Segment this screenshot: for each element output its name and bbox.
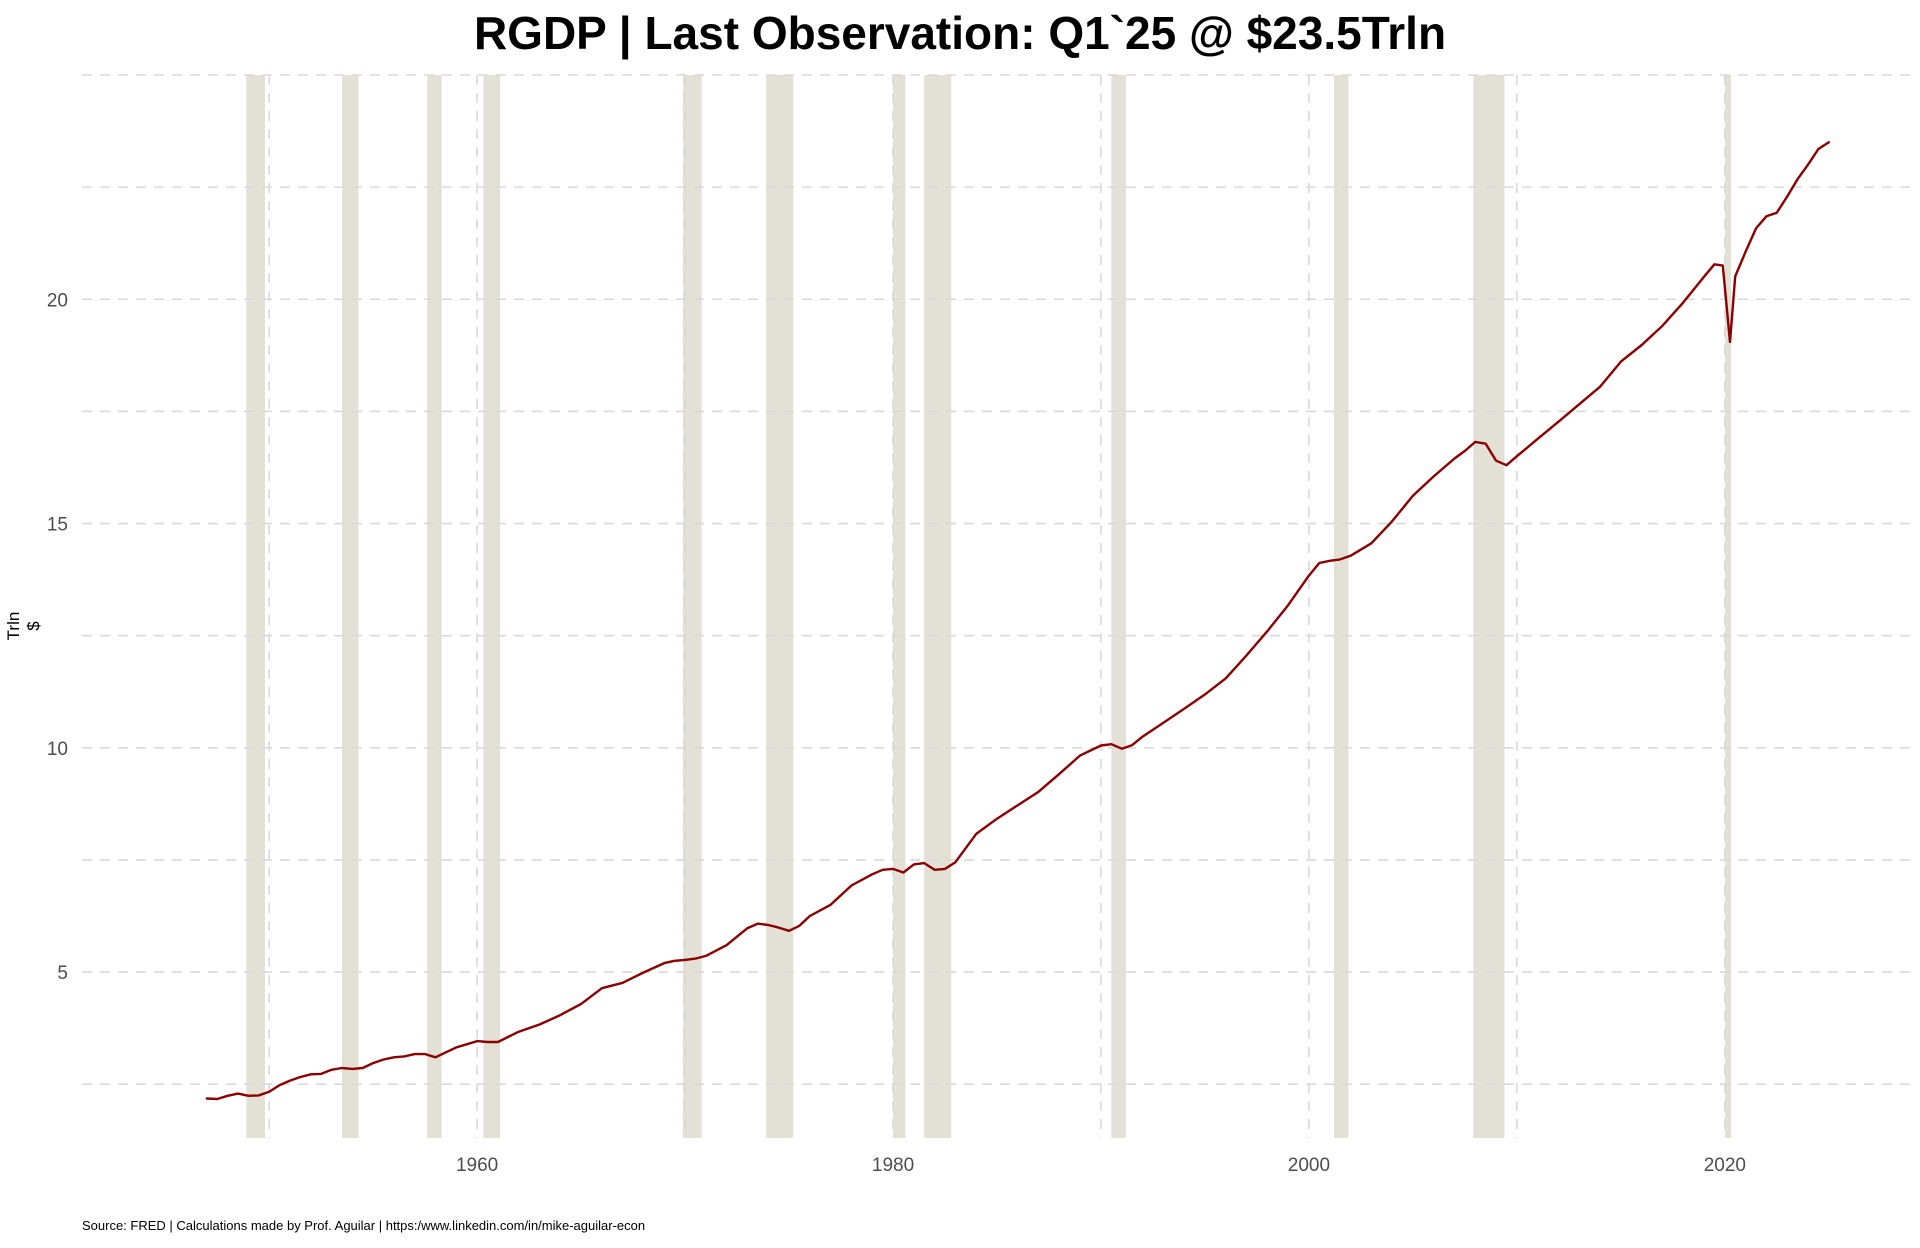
chart-title: RGDP | Last Observation: Q1`25 @ $23.5Tr… — [473, 7, 1447, 59]
series-line-layer — [205, 141, 1831, 1101]
x-tick-label-1: 1980 — [872, 1155, 914, 1176]
recession-band-6 — [893, 75, 906, 1138]
x-tick-label-2: 2000 — [1288, 1155, 1330, 1176]
tick-labels: 5 10 15 20 1960 1980 2000 2020 — [47, 290, 1746, 1176]
y-tick-label-1: 10 — [47, 739, 68, 760]
recession-band-3 — [483, 75, 500, 1138]
recession-band-1 — [341, 75, 359, 1138]
recession-band-8 — [1111, 75, 1126, 1138]
recession-band-7 — [924, 75, 952, 1138]
recession-band-10 — [1473, 75, 1505, 1138]
recession-band-5 — [766, 75, 794, 1138]
y-tick-label-0: 5 — [57, 963, 68, 984]
recession-band-4 — [682, 75, 702, 1138]
y-tick-label-2: 15 — [47, 515, 68, 536]
y-tick-label-3: 20 — [47, 290, 68, 311]
source-caption: Source: FRED | Calculations made by Prof… — [82, 1218, 646, 1233]
recession-band-0 — [246, 75, 265, 1138]
recession-band-11 — [1724, 75, 1732, 1138]
recession-band-9 — [1333, 75, 1349, 1138]
x-tick-label-0: 1960 — [456, 1155, 498, 1176]
series-line-0 — [205, 141, 1831, 1101]
y-axis-label: Trln $ — [4, 611, 43, 641]
x-tick-label-3: 2020 — [1704, 1155, 1746, 1176]
recession-bands — [246, 75, 1732, 1138]
recession-band-2 — [427, 75, 442, 1138]
